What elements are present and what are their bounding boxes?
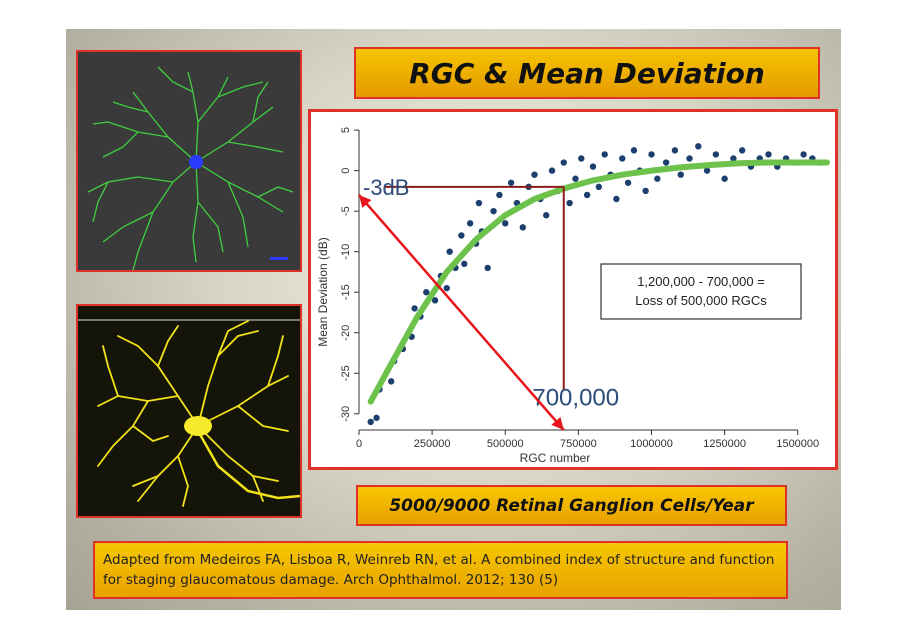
scatter-point [387, 378, 395, 385]
x-tick-label: 1250000 [703, 438, 746, 450]
rgc-label: 700,000 [532, 385, 619, 412]
arrow-head-start [359, 194, 372, 208]
scatter-point [712, 151, 720, 158]
green-neuron-drawing [87, 66, 294, 270]
scatter-point [662, 159, 670, 166]
scatter-point [490, 207, 497, 215]
scatter-point [800, 151, 807, 158]
yellow-axon [196, 430, 300, 500]
loss-box-frame [600, 263, 802, 320]
scatter-point [642, 187, 649, 195]
scatter-point [765, 151, 772, 158]
scatter-point [583, 191, 591, 199]
scale-bar [270, 257, 288, 260]
scatter-point [507, 179, 515, 186]
scatter-point [671, 147, 679, 154]
y-tick-label: -30 [340, 406, 352, 422]
md-vs-rgc-chart: 5 0 -5 -10 -15 -20 -25 -30 0 250000 500000 750000 10… [316, 127, 830, 465]
x-axis-label: RGC number [520, 451, 591, 465]
y-tick-label: -5 [340, 206, 352, 216]
x-tick-label: 1000000 [630, 438, 673, 450]
scatter-point [548, 167, 556, 174]
scatter-point [595, 183, 603, 191]
x-tick-label: 750000 [560, 438, 597, 450]
rgc-rate-text: 5000/9000 Retinal Ganglion Cells/Year [389, 495, 754, 516]
arrow-head-end [551, 417, 564, 430]
scatter-point [686, 155, 693, 162]
scatter-point [458, 232, 465, 239]
scatter-point [566, 199, 573, 207]
scatter-point [589, 163, 597, 170]
scatter-point [738, 147, 746, 154]
scatter-point [543, 212, 550, 219]
scatter-point [560, 159, 567, 166]
loss-box: 1,200,000 - 700,000 = Loss of 500,000 RG… [600, 263, 802, 320]
y-tick-label: -20 [340, 325, 352, 341]
scatter-point [431, 297, 439, 304]
y-tick-label: -10 [340, 244, 352, 260]
scatter-point [466, 220, 474, 227]
scatter-point [703, 167, 711, 174]
scatter-point [572, 175, 579, 182]
rgc-rate-box: 5000/9000 Retinal Ganglion Cells/Year [356, 485, 787, 526]
chart-annotations: -3dB 700,000 [358, 175, 619, 431]
x-tick-label: 250000 [414, 438, 451, 450]
scatter-point [502, 220, 509, 227]
scatter-point [578, 155, 585, 162]
yellow-soma [184, 416, 212, 436]
loss-box-line1: 1,200,000 - 700,000 = [637, 274, 765, 289]
chart-panel: 5 0 -5 -10 -15 -20 -25 -30 0 250000 500000 750000 10… [308, 109, 838, 470]
green-neuron-image [76, 50, 302, 272]
scatter-point [630, 147, 638, 154]
yellow-dendrites [97, 320, 289, 507]
x-tick-label: 500000 [487, 438, 524, 450]
yellow-neuron-drawing [78, 319, 300, 507]
db-label: -3dB [363, 175, 409, 200]
x-tick-label: 0 [356, 438, 362, 450]
green-dendrites [87, 66, 294, 270]
scatter-point [619, 155, 626, 162]
scatter-point [496, 191, 503, 199]
scatter-point [373, 414, 380, 422]
fit-curve [367, 159, 830, 405]
y-tick-label: -25 [340, 365, 352, 381]
scatter-point [461, 260, 468, 268]
scatter-point [721, 175, 728, 182]
scatter-point [601, 151, 608, 158]
scatter-point [677, 171, 684, 178]
arrow-shaft [358, 194, 565, 431]
title-box: RGC & Mean Deviation [354, 47, 820, 99]
loss-box-line2: Loss of 500,000 RGCs [635, 293, 767, 308]
y-tick-label: 0 [340, 168, 352, 174]
scatter-point [624, 179, 632, 186]
scatter-point [519, 224, 526, 231]
y-tick-label: 5 [340, 127, 352, 133]
x-tick-label: 1500000 [776, 438, 819, 450]
scatter-point [730, 155, 737, 162]
scatter-point [484, 264, 491, 272]
scatter-point [648, 151, 655, 158]
green-soma [189, 155, 203, 169]
slide-title: RGC & Mean Deviation [409, 56, 765, 90]
scatter-point [423, 289, 430, 296]
yellow-neuron-image [76, 304, 302, 518]
y-axis-label: Mean Deviation (dB) [316, 237, 330, 346]
scatter-point [531, 171, 538, 178]
y-tick-label: -15 [340, 284, 352, 300]
scatter-point [443, 284, 450, 292]
scatter-point [367, 418, 374, 426]
reference-text: Adapted from Medeiros FA, Lisboa R, Wein… [103, 552, 775, 588]
reference-box: Adapted from Medeiros FA, Lisboa R, Wein… [93, 541, 788, 599]
scatter-point [475, 199, 483, 207]
scatter-point [654, 175, 661, 182]
scatter-point [695, 143, 702, 150]
scatter-points [367, 143, 825, 426]
chart-axes: 5 0 -5 -10 -15 -20 -25 -30 0 250000 500000 750000 10… [340, 127, 819, 450]
scatter-point [411, 305, 418, 312]
scatter-point [446, 248, 453, 255]
scatter-point [613, 195, 620, 203]
